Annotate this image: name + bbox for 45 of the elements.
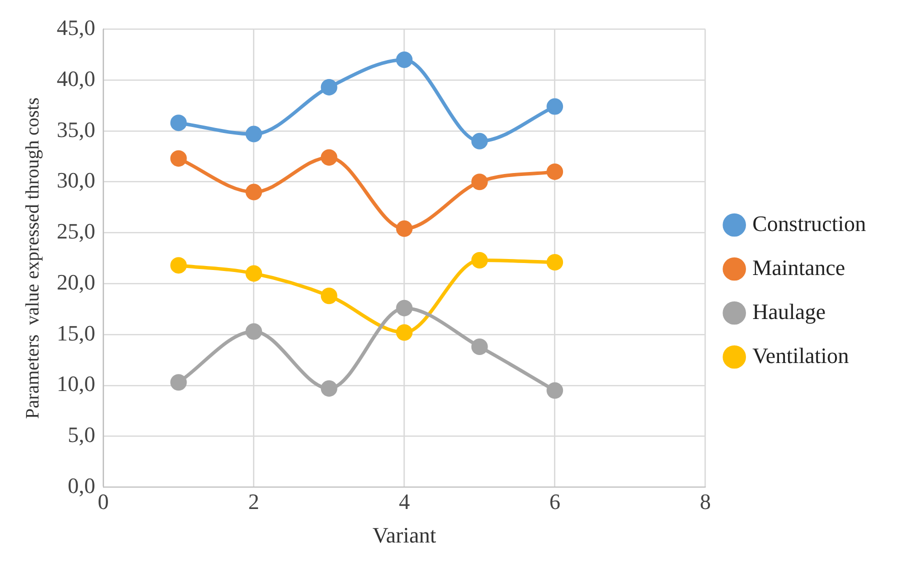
point xyxy=(546,254,564,271)
point xyxy=(246,126,262,142)
y-tick-label: 45,0 xyxy=(56,14,96,40)
point xyxy=(471,252,488,268)
x-axis-title: Variant xyxy=(372,522,436,548)
y-tick-label: 15,0 xyxy=(56,320,96,346)
point xyxy=(396,324,413,341)
point xyxy=(170,150,187,167)
point xyxy=(170,257,187,274)
x-tick-label: 8 xyxy=(700,489,711,514)
x-tick-label: 2 xyxy=(248,489,260,514)
point xyxy=(471,132,488,150)
y-tick-label: 40,0 xyxy=(56,66,96,91)
y-tick-label: 0,0 xyxy=(68,472,96,498)
point xyxy=(246,265,262,282)
legend-label: Construction xyxy=(752,210,866,236)
point xyxy=(546,382,564,399)
legend-label: Maintance xyxy=(752,254,846,280)
point xyxy=(546,163,564,180)
y-axis-title: Parameters value expressed through costs xyxy=(22,98,44,419)
legend-label: Ventilation xyxy=(752,342,849,368)
y-tick-label: 30,0 xyxy=(56,168,96,193)
x-tick-label: 6 xyxy=(549,489,560,514)
point xyxy=(320,380,338,397)
point xyxy=(320,78,338,96)
y-tick-label: 25,0 xyxy=(56,218,96,244)
y-tick-label: 20,0 xyxy=(56,269,96,294)
point xyxy=(546,98,564,115)
y-tick-label: 5,0 xyxy=(68,422,96,448)
legend-label: Haulage xyxy=(752,298,826,324)
point xyxy=(246,323,262,340)
point xyxy=(471,174,488,190)
point xyxy=(170,374,187,391)
point xyxy=(396,220,413,237)
y-tick-label: 10,0 xyxy=(56,371,96,396)
point xyxy=(471,338,488,355)
point xyxy=(320,149,338,166)
point xyxy=(320,288,338,304)
point xyxy=(396,51,413,68)
point xyxy=(170,114,187,132)
x-tick-label: 0 xyxy=(98,489,109,514)
point xyxy=(246,184,262,200)
point xyxy=(396,300,413,316)
y-tick-label: 35,0 xyxy=(56,116,96,142)
x-tick-label: 4 xyxy=(398,489,410,514)
